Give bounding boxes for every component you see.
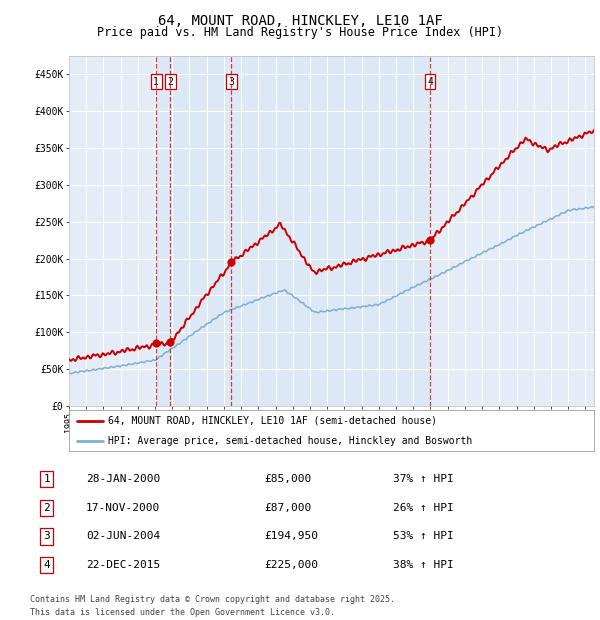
Bar <box>430 56 594 406</box>
Text: 2: 2 <box>167 77 173 87</box>
Text: 1: 1 <box>43 474 50 484</box>
Text: 53% ↑ HPI: 53% ↑ HPI <box>392 531 454 541</box>
Text: 38% ↑ HPI: 38% ↑ HPI <box>392 560 454 570</box>
Text: £85,000: £85,000 <box>265 474 311 484</box>
Text: 3: 3 <box>228 77 234 87</box>
Text: 26% ↑ HPI: 26% ↑ HPI <box>392 503 454 513</box>
Text: 2: 2 <box>43 503 50 513</box>
Text: Price paid vs. HM Land Registry's House Price Index (HPI): Price paid vs. HM Land Registry's House … <box>97 26 503 39</box>
Text: 3: 3 <box>43 531 50 541</box>
Text: £87,000: £87,000 <box>265 503 311 513</box>
Point <box>425 235 435 245</box>
Point <box>166 337 175 347</box>
Point <box>151 339 161 348</box>
Text: 17-NOV-2000: 17-NOV-2000 <box>86 503 160 513</box>
Text: £194,950: £194,950 <box>265 531 319 541</box>
Point <box>226 257 236 267</box>
Text: 02-JUN-2004: 02-JUN-2004 <box>86 531 160 541</box>
Text: 4: 4 <box>43 560 50 570</box>
Text: Contains HM Land Registry data © Crown copyright and database right 2025.
This d: Contains HM Land Registry data © Crown c… <box>30 595 395 617</box>
Text: 1: 1 <box>154 77 159 87</box>
Text: 64, MOUNT ROAD, HINCKLEY, LE10 1AF (semi-detached house): 64, MOUNT ROAD, HINCKLEY, LE10 1AF (semi… <box>109 415 437 425</box>
Text: 37% ↑ HPI: 37% ↑ HPI <box>392 474 454 484</box>
Text: 22-DEC-2015: 22-DEC-2015 <box>86 560 160 570</box>
Bar <box>69 56 156 406</box>
Text: £225,000: £225,000 <box>265 560 319 570</box>
Text: 4: 4 <box>427 77 433 87</box>
Text: 28-JAN-2000: 28-JAN-2000 <box>86 474 160 484</box>
Text: 64, MOUNT ROAD, HINCKLEY, LE10 1AF: 64, MOUNT ROAD, HINCKLEY, LE10 1AF <box>158 14 442 28</box>
Text: HPI: Average price, semi-detached house, Hinckley and Bosworth: HPI: Average price, semi-detached house,… <box>109 436 473 446</box>
